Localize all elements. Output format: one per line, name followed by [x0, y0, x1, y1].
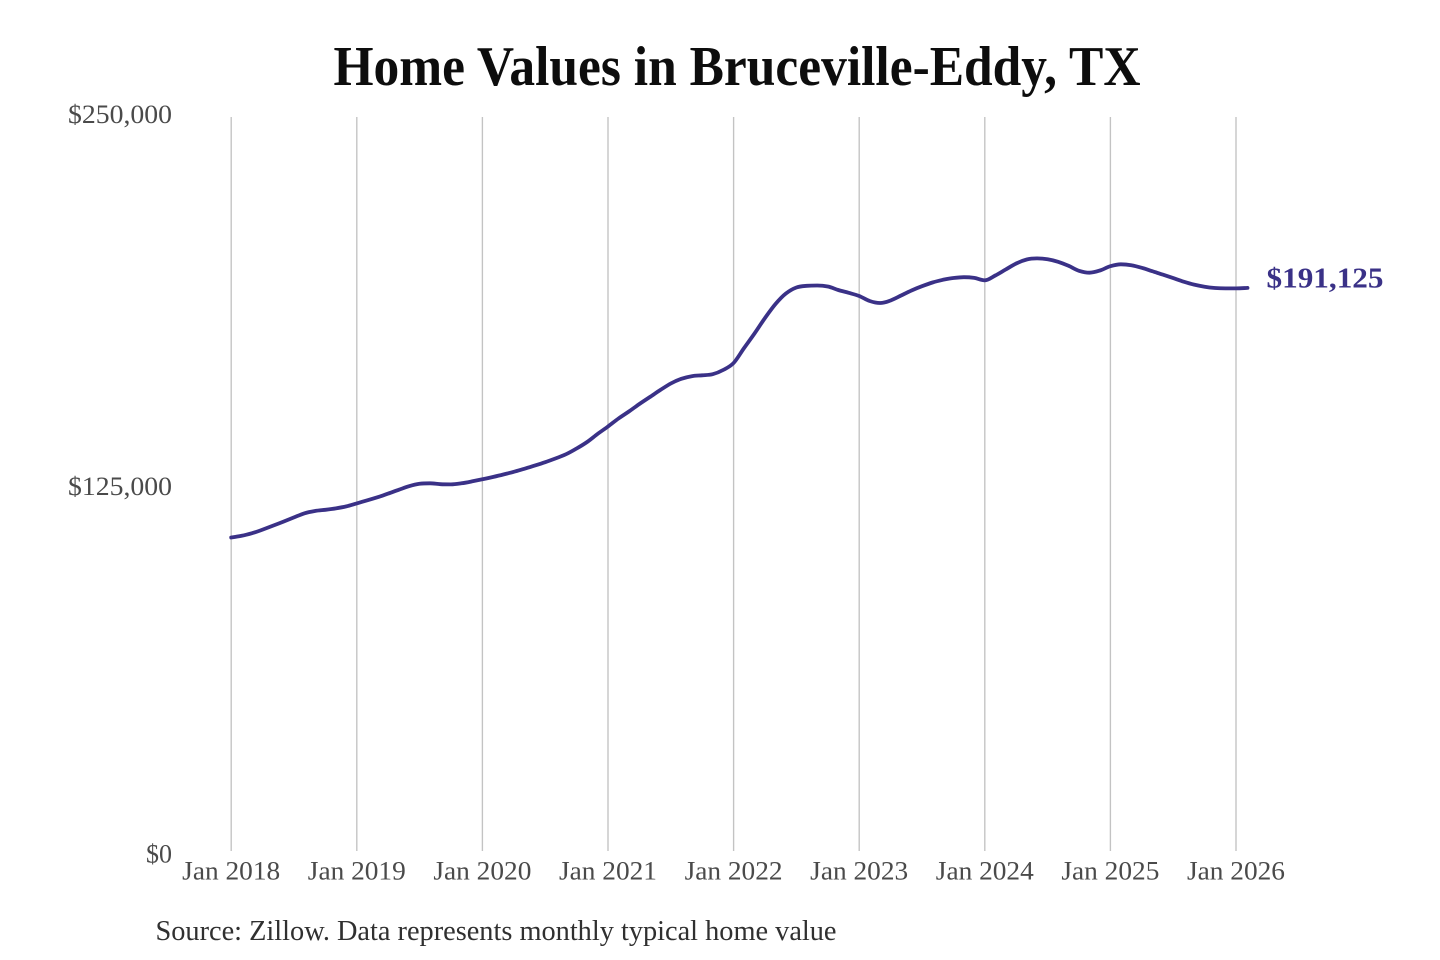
svg-text:Jan 2022: Jan 2022	[685, 857, 783, 886]
svg-text:Jan 2025: Jan 2025	[1061, 857, 1159, 886]
svg-text:Jan 2019: Jan 2019	[308, 857, 406, 886]
svg-text:Source: Zillow. Data represent: Source: Zillow. Data represents monthly …	[156, 916, 837, 947]
svg-text:$125,000: $125,000	[68, 472, 172, 501]
svg-text:Jan 2020: Jan 2020	[433, 857, 531, 886]
svg-text:Home Values in Bruceville-Eddy: Home Values in Bruceville-Eddy, TX	[334, 36, 1141, 98]
svg-text:Jan 2021: Jan 2021	[559, 857, 657, 886]
svg-text:Jan 2026: Jan 2026	[1187, 857, 1285, 886]
svg-text:$191,125: $191,125	[1267, 264, 1384, 295]
svg-text:Jan 2018: Jan 2018	[182, 857, 280, 886]
svg-text:$0: $0	[146, 840, 172, 869]
svg-text:Jan 2024: Jan 2024	[936, 857, 1034, 886]
svg-text:$250,000: $250,000	[68, 100, 172, 129]
svg-text:Jan 2023: Jan 2023	[810, 857, 908, 886]
